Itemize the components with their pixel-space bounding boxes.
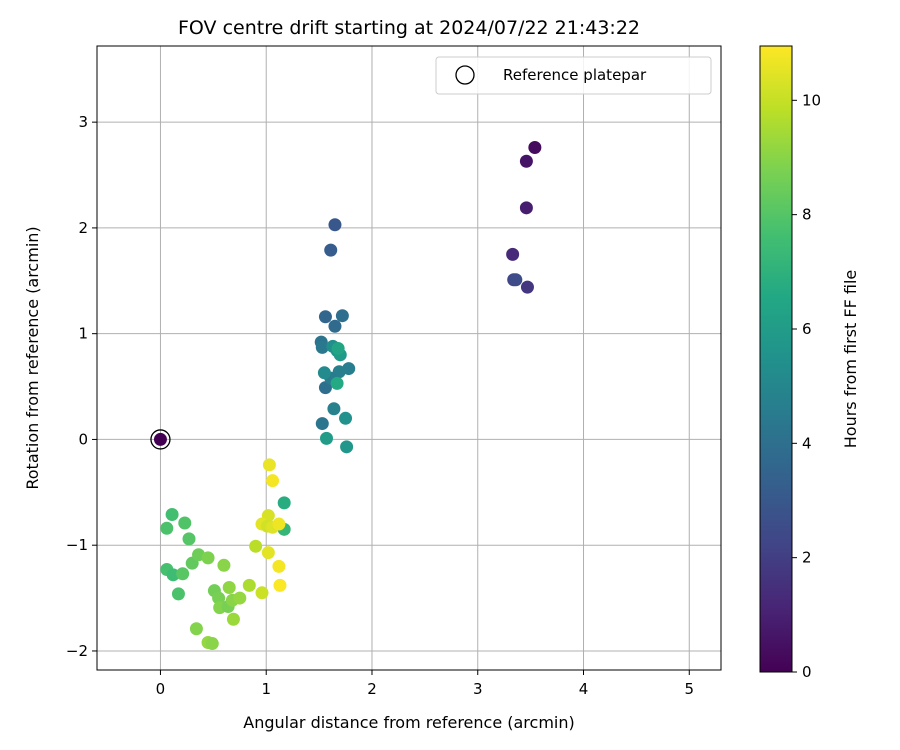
axis-ticks: 0 1 2 3 4 5 −2 −1 0 1 2 3 (66, 113, 694, 698)
data-point (519, 201, 533, 215)
data-point (277, 496, 291, 510)
x-tick-label: 0 (156, 680, 166, 698)
y-axis-title: Rotation from reference (arcmin) (23, 226, 42, 489)
y-tick-label: 2 (78, 219, 88, 237)
data-point (205, 637, 219, 651)
data-point (212, 591, 226, 605)
data-point (339, 411, 353, 425)
colorbar-scale (759, 45, 793, 673)
colorbar-tick-label: 8 (802, 206, 812, 224)
x-tick-label: 2 (367, 680, 377, 698)
data-point (506, 247, 520, 261)
data-point (335, 309, 349, 323)
data-point (176, 567, 190, 581)
x-tick-label: 3 (473, 680, 483, 698)
colorbar-tick-label: 4 (802, 434, 812, 452)
reference-marker-layer (150, 429, 171, 450)
x-tick-label: 1 (261, 680, 271, 698)
data-point (226, 612, 240, 626)
data-point (249, 539, 263, 553)
data-point (324, 243, 338, 257)
data-point (318, 310, 332, 324)
data-point (166, 568, 180, 582)
data-point (189, 622, 203, 636)
data-point (242, 578, 256, 592)
chart-title: FOV centre drift starting at 2024/07/22 … (178, 17, 640, 39)
colorbar-tick-label: 6 (802, 320, 812, 338)
data-point (255, 586, 269, 600)
data-points (153, 141, 542, 651)
data-point (328, 319, 342, 333)
data-point (261, 546, 275, 560)
colorbar-tick-label: 10 (802, 91, 821, 109)
data-point (217, 558, 231, 572)
colorbar-tick-label: 0 (802, 663, 812, 681)
data-point (273, 578, 287, 592)
data-point (160, 521, 174, 535)
colorbar-tick-label: 2 (802, 549, 812, 567)
y-tick-label: −1 (66, 536, 88, 554)
x-axis-title: Angular distance from reference (arcmin) (243, 713, 574, 732)
y-tick-label: 3 (78, 113, 88, 131)
data-point (331, 341, 345, 355)
grid-lines (97, 46, 721, 670)
legend-label-reference: Reference platepar (503, 66, 647, 84)
data-point (519, 154, 533, 168)
legend: Reference platepar (435, 56, 712, 95)
data-point (153, 432, 167, 446)
data-point (315, 340, 329, 354)
legend-box (435, 56, 712, 95)
data-point (509, 273, 523, 287)
x-tick-label: 4 (579, 680, 589, 698)
data-point (328, 218, 342, 232)
reference-platepar-marker (150, 429, 171, 450)
data-point (178, 516, 192, 530)
data-point (315, 417, 329, 431)
colorbar-label: Hours from first FF file (841, 270, 860, 449)
data-point (182, 532, 196, 546)
data-point (320, 431, 334, 445)
data-point (520, 280, 534, 294)
y-tick-label: 1 (78, 325, 88, 343)
plot-area (97, 46, 721, 670)
data-point (318, 381, 332, 395)
legend-marker-reference (455, 65, 475, 85)
y-tick-label: 0 (78, 430, 88, 448)
plot-frame (96, 45, 722, 671)
data-point (165, 508, 179, 522)
data-point (266, 474, 280, 488)
data-point (201, 551, 215, 565)
data-point (262, 458, 276, 472)
colorbar-ticks: 0 2 4 6 8 10 (792, 91, 821, 681)
colorbar: 0 2 4 6 8 10 Hours from first FF file (759, 45, 860, 681)
y-tick-label: −2 (66, 642, 88, 660)
data-point (272, 517, 286, 531)
data-point (171, 587, 185, 601)
data-point (327, 402, 341, 416)
data-point (528, 141, 542, 155)
data-point (222, 581, 236, 595)
x-tick-label: 5 (684, 680, 694, 698)
data-point (330, 376, 344, 390)
data-point (317, 366, 331, 380)
data-point (233, 591, 247, 605)
data-point (272, 559, 286, 573)
data-point (340, 440, 354, 454)
